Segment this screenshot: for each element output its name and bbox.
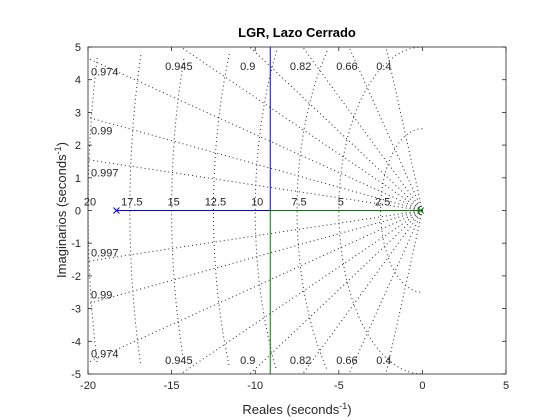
natural-frequency-label: 2.5 — [375, 197, 390, 209]
y-tick-label: 2 — [75, 140, 81, 152]
pole-marker-stroke — [417, 207, 425, 214]
damping-ratio-label: 0.945 — [165, 355, 193, 367]
damping-ratio-line — [180, 210, 423, 375]
pole-marker-stroke — [113, 207, 120, 214]
x-axis-label-main: Reales (seconds — [242, 402, 339, 417]
x-tick-label: -15 — [164, 380, 180, 392]
damping-ratio-line — [87, 159, 423, 211]
damping-ratio-label: 0.4 — [376, 61, 391, 73]
natural-frequency-label: 17.5 — [121, 197, 142, 209]
y-tick-label: -2 — [71, 271, 81, 283]
natural-frequency-label: 12.5 — [205, 197, 226, 209]
natural-frequency-label: 20 — [84, 197, 96, 209]
damping-ratio-label: 0.9 — [240, 61, 255, 73]
natural-frequency-label: 10 — [251, 197, 263, 209]
natural-frequency-label: 7.5 — [291, 197, 306, 209]
x-tick-label: -20 — [80, 380, 96, 392]
natural-frequency-arc — [338, 46, 423, 375]
damping-ratio-line — [302, 46, 423, 211]
y-tick-label: -4 — [71, 336, 81, 348]
grid-layer: 0.4 0.4 0.66 0.66 0.82 0.82 0.9 0.9 0.945 0.945 0.… — [84, 46, 423, 375]
natural-frequency-label: 5 — [338, 197, 344, 209]
y-tick-label: -1 — [71, 238, 81, 250]
pole-marker — [113, 207, 120, 214]
axes-box — [87, 46, 507, 375]
y-tick-label: 4 — [75, 75, 81, 87]
damping-ratio-label: 0.99 — [91, 125, 112, 137]
natural-frequency-arc — [380, 128, 423, 293]
damping-ratio-label: 0.974 — [91, 66, 119, 78]
y-axis-label-exponent: -1 — [53, 146, 63, 154]
y-tick-label: 5 — [75, 42, 81, 54]
natural-frequency-arc — [254, 50, 278, 371]
damping-ratio-label: 0.99 — [91, 290, 112, 302]
x-axis-label-close: ) — [347, 402, 351, 417]
x-tick-label: -10 — [247, 380, 263, 392]
y-tick-label: -5 — [71, 369, 81, 381]
y-tick-label: 1 — [75, 173, 81, 185]
damping-ratio-label: 0.66 — [336, 61, 357, 73]
damping-ratio-label: 0.82 — [290, 355, 311, 367]
series-layer — [113, 47, 425, 374]
y-tick-label: -3 — [71, 304, 81, 316]
x-axis-label: Reales (seconds-1) — [242, 401, 351, 417]
damping-ratio-label: 0.66 — [336, 355, 357, 367]
damping-ratio-label: 0.9 — [240, 355, 255, 367]
natural-frequency-arc — [129, 55, 142, 366]
chart-title: LGR, Lazo Cerrado — [238, 25, 356, 40]
damping-ratio-label: 0.945 — [165, 61, 193, 73]
y-axis-label-main: Imaginarios (seconds — [54, 154, 69, 278]
y-tick-label: 0 — [75, 206, 81, 218]
x-tick-label: 5 — [503, 380, 509, 392]
damping-ratio-line — [87, 210, 423, 262]
x-tick-label: -5 — [334, 380, 344, 392]
y-axis-label-close: ) — [54, 142, 69, 146]
damping-ratio-label: 0.974 — [91, 349, 119, 361]
pole-marker — [417, 207, 425, 214]
damping-ratio-label: 0.997 — [91, 247, 119, 259]
damping-ratio-label: 0.997 — [91, 168, 119, 180]
damping-ratio-label: 0.4 — [376, 355, 391, 367]
x-tick-label: 0 — [419, 380, 425, 392]
damping-ratio-line — [180, 46, 423, 211]
y-tick-label: 3 — [75, 107, 81, 119]
y-axis-label: Imaginarios (seconds-1) — [53, 142, 69, 278]
natural-frequency-label: 15 — [167, 197, 179, 209]
x-axis-label-exponent: -1 — [339, 401, 347, 411]
damping-ratio-label: 0.82 — [290, 61, 311, 73]
damping-ratio-line — [302, 210, 423, 375]
